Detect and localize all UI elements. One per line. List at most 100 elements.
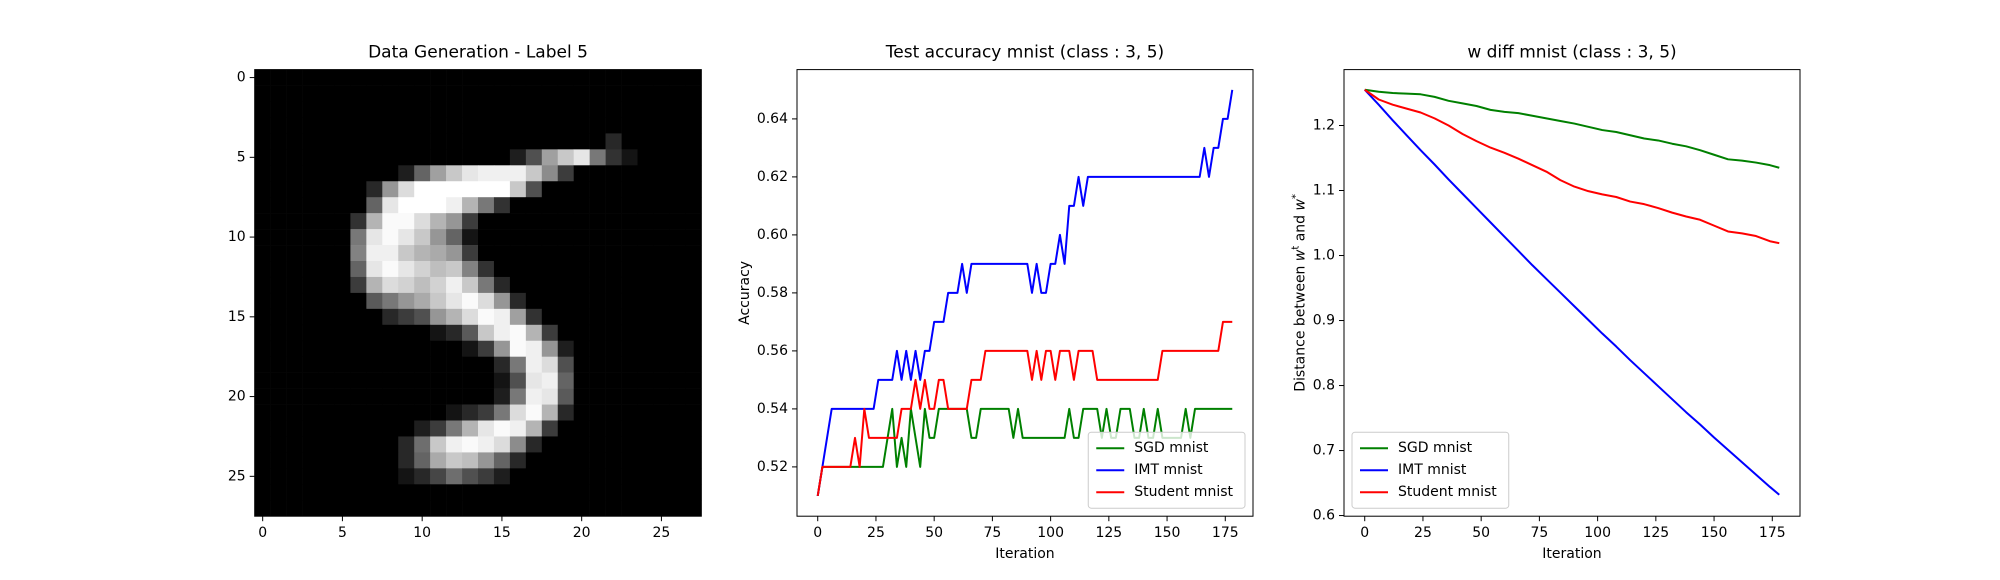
pixel: [493, 452, 511, 469]
pixel: [557, 181, 574, 198]
pixel: [366, 69, 383, 86]
pixel: [478, 468, 495, 485]
pixel: [318, 484, 335, 501]
pixel: [446, 213, 463, 230]
x-tick-label: 100: [1584, 525, 1611, 541]
pixel: [493, 484, 511, 501]
y-axis-label: Accuracy: [737, 261, 753, 325]
pixel: [653, 229, 670, 246]
pixel: [462, 484, 479, 501]
pixel: [478, 229, 495, 246]
pixel: [605, 324, 622, 342]
pixel: [366, 500, 383, 517]
pixel: [462, 276, 479, 294]
pixel: [605, 436, 622, 453]
pixel: [669, 420, 686, 437]
pixel: [430, 452, 447, 469]
y-axis-label-part: w: [1293, 198, 1309, 210]
pixel: [525, 229, 543, 246]
pixel: [382, 420, 399, 437]
pixel: [334, 436, 351, 453]
pixel: [685, 436, 702, 453]
pixel: [254, 245, 271, 262]
pixel: [653, 213, 670, 230]
series-line: [816, 320, 1233, 497]
pixel: [318, 117, 335, 134]
pixel: [254, 340, 271, 357]
pixel: [430, 404, 447, 421]
pixel: [685, 276, 702, 294]
pixel: [318, 197, 335, 214]
pixel: [318, 404, 335, 421]
pixel: [382, 404, 399, 421]
legend-label: Student mnist: [1134, 484, 1233, 500]
pixel: [669, 101, 686, 118]
x-tick-label: 125: [1642, 525, 1669, 541]
x-tick-label: 175: [1212, 525, 1239, 541]
pixel: [653, 484, 670, 501]
pixel: [573, 213, 590, 230]
pixel: [573, 436, 590, 453]
pixel: [685, 69, 702, 86]
pixel: [509, 340, 527, 357]
pixel: [334, 500, 351, 517]
x-tick-label: 150: [1701, 525, 1728, 541]
pixel: [573, 404, 590, 421]
pixel: [366, 388, 383, 405]
pixel: [621, 229, 638, 246]
pixel: [462, 213, 479, 230]
pixel: [414, 420, 431, 437]
pixel: [254, 165, 271, 182]
pixel: [254, 324, 271, 342]
pixel: [589, 181, 606, 198]
pixel: [557, 436, 574, 453]
pixel: [254, 149, 271, 166]
pixel: [525, 292, 543, 310]
legend-label: SGD mnist: [1398, 440, 1473, 456]
pixel: [478, 213, 495, 230]
pixel: [653, 69, 670, 86]
pixel: [605, 85, 622, 102]
pixel: [462, 101, 479, 118]
pixel: [446, 133, 463, 150]
x-tick-label: 50: [1472, 525, 1490, 541]
y-tick-label: 0: [237, 70, 246, 86]
pixel: [509, 308, 527, 326]
pixel: [557, 468, 574, 485]
pixel: [414, 101, 431, 118]
pixel: [446, 468, 463, 485]
pixel: [270, 484, 287, 501]
pixel: [446, 404, 463, 421]
pixel: [366, 197, 383, 214]
pixel: [382, 261, 399, 278]
pixel: [398, 452, 415, 469]
pixel: [493, 85, 511, 102]
pixel: [621, 85, 638, 102]
pixel: [509, 420, 527, 437]
pixel: [493, 261, 511, 278]
pixel: [669, 340, 686, 357]
pixel: [270, 69, 287, 86]
pixel: [685, 245, 702, 262]
pixel: [366, 149, 383, 166]
pixel: [541, 324, 559, 342]
pixel: [621, 69, 638, 86]
pixel: [478, 404, 495, 421]
pixel: [446, 340, 463, 357]
pixel: [541, 276, 559, 294]
pixel: [509, 356, 527, 373]
pixel: [302, 197, 319, 214]
pixel: [478, 324, 495, 342]
pixel: [573, 468, 590, 485]
pixel: [493, 133, 511, 150]
x-tick-label: 25: [867, 525, 885, 541]
pixel: [318, 356, 335, 373]
pixel: [430, 324, 447, 342]
pixel: [462, 356, 479, 373]
pixel: [653, 500, 670, 517]
pixel: [637, 117, 654, 134]
pixel: [414, 261, 431, 278]
pixel: [446, 276, 463, 294]
pixel: [446, 85, 463, 102]
